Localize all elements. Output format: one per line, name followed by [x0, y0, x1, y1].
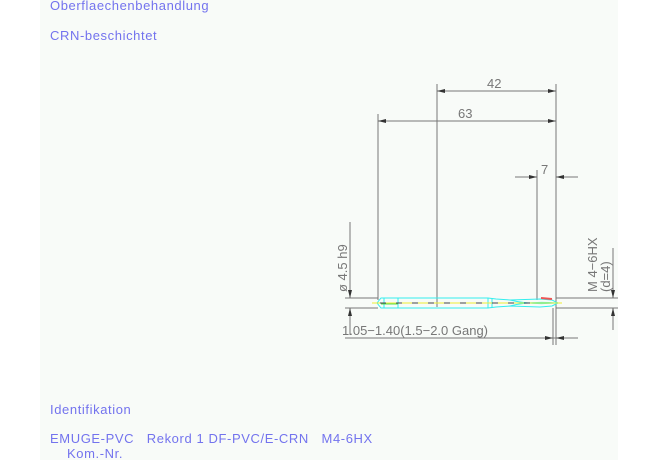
dim-7: 7 — [541, 162, 548, 177]
ident-value: EMUGE-PVC Rekord 1 DF-PVC/E-CRN M4-6HX — [50, 431, 373, 446]
surface-value: CRN-beschichtet — [50, 28, 158, 43]
kom-label: Kom.-Nr. — [67, 446, 124, 461]
dim-thread-d: (d=4) — [598, 261, 613, 292]
surface-label: Oberflaechenbehandlung — [50, 0, 210, 13]
dim-core: 1.05−1.40(1.5−2.0 Gang) — [342, 323, 488, 338]
dim-42: 42 — [487, 76, 501, 91]
dim-thread: M 4−6HX — [585, 237, 600, 292]
thread-chamfer-red — [540, 297, 553, 300]
drawing-sheet — [40, 0, 618, 460]
dim-shank-diameter: ø 4.5 h9 — [335, 244, 350, 292]
ident-label: Identifikation — [50, 402, 132, 417]
dimension-lines — [345, 84, 618, 345]
dim-63: 63 — [458, 106, 472, 121]
